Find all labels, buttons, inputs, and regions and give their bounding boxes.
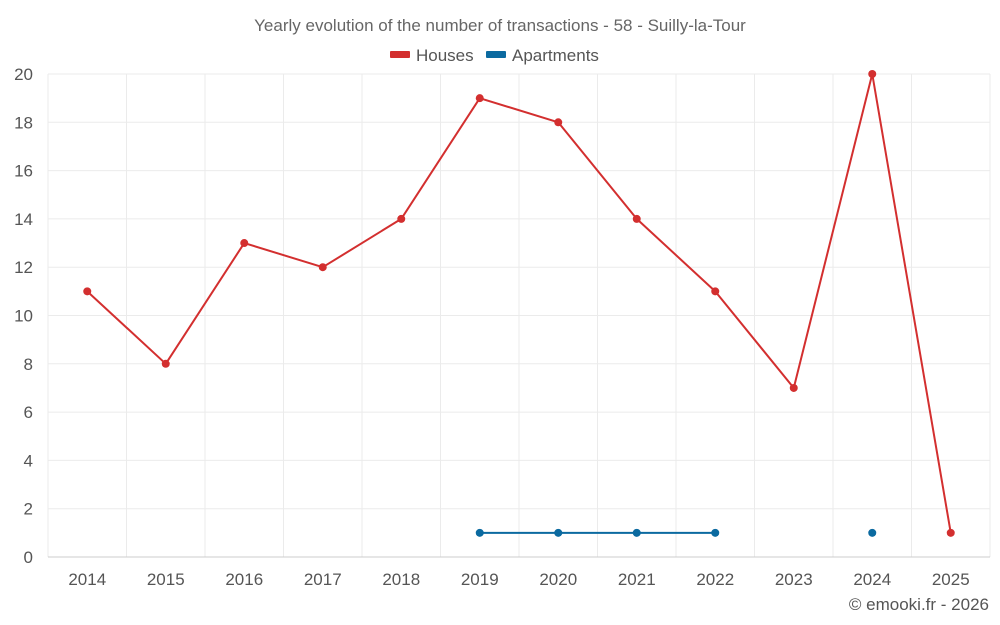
- y-tick-label: 12: [14, 258, 33, 277]
- axes: 0 2 4 6 8 10 12 14 16 18 20 2014 2015 2016 2017 2018 201…: [14, 65, 990, 589]
- y-tick-label: 10: [14, 307, 33, 326]
- point-houses-2017[interactable]: [318, 263, 327, 272]
- y-tick-label: 2: [24, 500, 33, 519]
- legend-label-houses: Houses: [416, 46, 474, 65]
- point-houses-2015[interactable]: [161, 359, 170, 368]
- point-houses-2022[interactable]: [711, 287, 720, 296]
- legend-swatch-houses: [390, 51, 410, 58]
- series-apartments: [475, 528, 877, 537]
- y-tick-label: 4: [24, 451, 33, 470]
- legend-item-houses[interactable]: Houses: [390, 46, 474, 65]
- grid: [47, 73, 991, 558]
- x-tick-label: 2014: [68, 570, 106, 589]
- point-apartments-2021[interactable]: [632, 528, 641, 537]
- x-tick-label: 2023: [775, 570, 813, 589]
- y-tick-label: 14: [14, 210, 33, 229]
- credit-text: © emooki.fr - 2026: [849, 595, 989, 614]
- point-apartments-2019[interactable]: [475, 528, 484, 537]
- point-houses-2019[interactable]: [475, 94, 484, 103]
- point-houses-2023[interactable]: [789, 383, 798, 392]
- legend-label-apartments: Apartments: [512, 46, 599, 65]
- line-houses: [86, 73, 952, 534]
- y-tick-label: 8: [24, 355, 33, 374]
- y-tick-label: 0: [24, 548, 33, 567]
- chart-title: Yearly evolution of the number of transa…: [254, 16, 746, 35]
- x-tick-label: 2017: [304, 570, 342, 589]
- x-tick-label: 2021: [618, 570, 656, 589]
- x-tick-label: 2020: [539, 570, 577, 589]
- legend-swatch-apartments: [486, 51, 506, 58]
- y-tick-label: 6: [24, 403, 33, 422]
- x-tick-label: 2025: [932, 570, 970, 589]
- x-tick-label: 2018: [382, 570, 420, 589]
- point-houses-2021[interactable]: [632, 214, 641, 223]
- x-tick-label: 2015: [147, 570, 185, 589]
- point-apartments-2022[interactable]: [711, 528, 720, 537]
- legend: Houses Apartments: [390, 46, 599, 65]
- x-tick-label: 2019: [461, 570, 499, 589]
- x-tick-label: 2022: [696, 570, 734, 589]
- point-apartments-2020[interactable]: [554, 528, 563, 537]
- point-houses-2024[interactable]: [868, 70, 877, 78]
- point-apartments-2024[interactable]: [868, 528, 877, 537]
- point-houses-2014[interactable]: [83, 287, 92, 296]
- y-tick-label: 18: [14, 113, 33, 132]
- series: [83, 70, 955, 537]
- legend-item-apartments[interactable]: Apartments: [486, 46, 599, 65]
- y-tick-label: 20: [14, 65, 33, 84]
- point-houses-2018[interactable]: [397, 214, 406, 223]
- point-houses-2020[interactable]: [554, 118, 563, 127]
- y-tick-label: 16: [14, 162, 33, 181]
- series-houses: [83, 70, 955, 537]
- x-tick-label: 2024: [853, 570, 891, 589]
- point-houses-2025[interactable]: [946, 528, 955, 537]
- x-tick-label: 2016: [225, 570, 263, 589]
- point-houses-2016[interactable]: [240, 239, 249, 248]
